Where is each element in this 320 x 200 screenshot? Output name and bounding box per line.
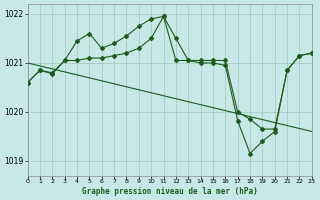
X-axis label: Graphe pression niveau de la mer (hPa): Graphe pression niveau de la mer (hPa) [82,187,258,196]
